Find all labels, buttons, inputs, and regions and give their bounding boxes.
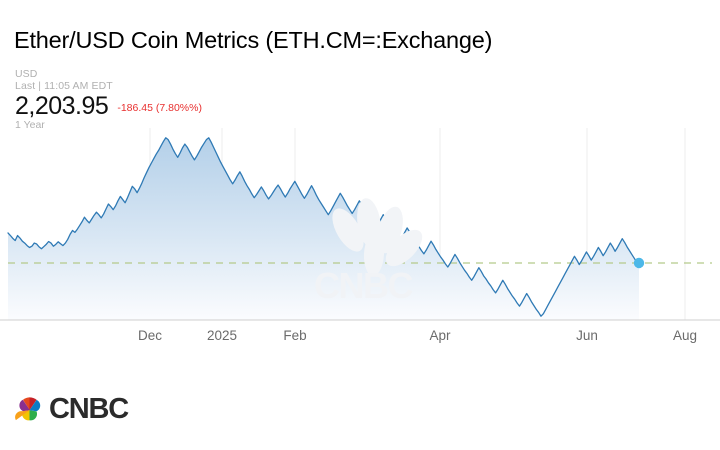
cnbc-logo: CNBC (14, 392, 129, 425)
quote-block: USD Last | 11:05 AM EDT 2,203.95 -186.45… (15, 68, 415, 131)
x-tick-label: Feb (283, 328, 306, 343)
time-range-label: 1 Year (15, 119, 45, 131)
header: Ether/USD Coin Metrics (ETH.CM=:Exchange… (14, 26, 704, 54)
chart-area[interactable]: Dec 2025 Feb Apr Jun Aug (0, 128, 720, 343)
price-row: 2,203.95 -186.45 (7.80%%) (15, 93, 415, 120)
x-tick-label: Apr (429, 328, 451, 343)
peacock-icon (15, 396, 41, 420)
chart-area-fill (8, 137, 639, 320)
x-tick-label: 2025 (207, 328, 237, 343)
currency-label: USD (15, 68, 38, 80)
x-tick-label: Aug (673, 328, 697, 343)
last-updated-label: Last | 11:05 AM EDT (15, 80, 113, 92)
cnbc-wordmark: CNBC (49, 392, 129, 425)
x-tick-label: Dec (138, 328, 162, 343)
price-value: 2,203.95 (15, 92, 109, 120)
price-change: -186.45 (7.80%%) (117, 102, 202, 114)
last-price-marker (633, 257, 645, 269)
x-tick-label: Jun (576, 328, 598, 343)
page-title: Ether/USD Coin Metrics (ETH.CM=:Exchange… (14, 27, 493, 53)
price-area-chart[interactable]: Dec 2025 Feb Apr Jun Aug (0, 128, 720, 343)
x-axis-tick-labels: Dec 2025 Feb Apr Jun Aug (138, 328, 697, 343)
price-line (7, 137, 640, 317)
